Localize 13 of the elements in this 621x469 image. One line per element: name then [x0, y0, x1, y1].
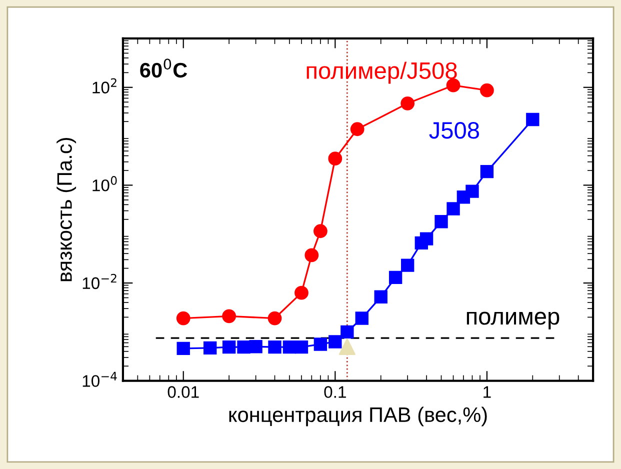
y-tick-label: 10$^{0}$ [92, 176, 117, 192]
x-tick-label: 1 [484, 386, 491, 398]
ref-line-label: полимер [466, 312, 560, 330]
x-tick-label: 0.1 [324, 386, 346, 398]
y-tick-label: 10$^{−4}$ [82, 372, 117, 387]
y-tick-label: 10$^{2}$ [92, 78, 116, 94]
series-label: полимер/J508 [306, 62, 457, 84]
y-tick-label: 10$^{−2}$ [82, 274, 116, 290]
y-axis-title: вязкость (Па.с) [56, 138, 76, 282]
x-axis-title: концентрация ПАВ (вес,%) [229, 406, 487, 426]
x-tick-label: 0.01 [168, 386, 199, 398]
annotation: 60$^{0}$C [140, 58, 188, 78]
series-label: J508 [429, 122, 479, 139]
